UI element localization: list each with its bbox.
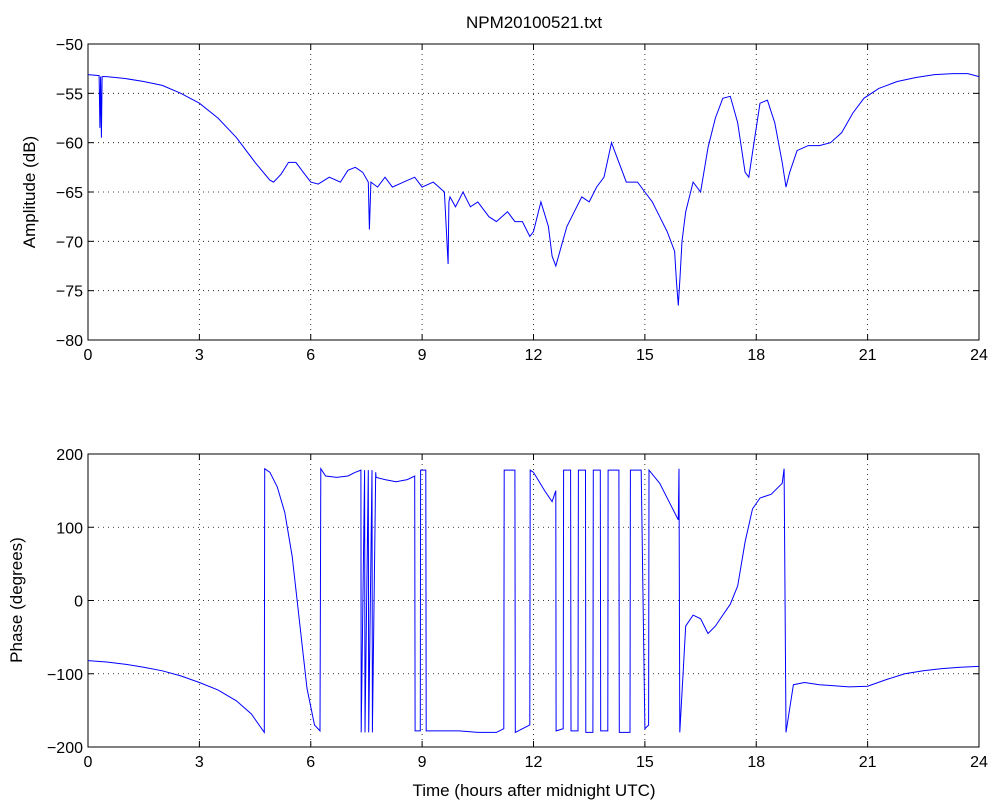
phase-y-tick-label: −200	[47, 740, 83, 757]
phase-y-tick-label: −100	[47, 667, 83, 684]
phase-axes: 0 3 6 9 12 15 18 21 24 −200 −100 0 100 200 Phase (de…	[7, 447, 988, 800]
amplitude-ticks	[87, 43, 980, 341]
phase-x-tick-label: 0	[84, 754, 93, 771]
phase-x-axis-label: Time (hours after midnight UTC)	[412, 781, 655, 800]
amplitude-x-tick-label: 12	[525, 347, 543, 364]
amplitude-x-tick-label: 6	[306, 347, 315, 364]
amplitude-y-tick-label: −70	[56, 234, 83, 251]
phase-y-axis-label: Phase (degrees)	[7, 537, 26, 663]
phase-x-tick-label: 24	[970, 754, 988, 771]
phase-x-tick-label: 6	[306, 754, 315, 771]
phase-y-tick-label: 100	[56, 520, 83, 537]
phase-x-tick-label: 12	[525, 754, 543, 771]
phase-x-tick-label: 9	[418, 754, 427, 771]
phase-x-tick-labels: 0 3 6 9 12 15 18 21 24	[84, 754, 988, 771]
phase-x-tick-label: 3	[195, 754, 204, 771]
amplitude-y-axis-label: Amplitude (dB)	[20, 136, 39, 248]
amplitude-y-tick-label: −65	[56, 185, 83, 202]
amplitude-y-tick-label: −55	[56, 86, 83, 103]
phase-y-tick-label: 200	[56, 447, 83, 464]
amplitude-y-tick-label: −75	[56, 284, 83, 301]
amplitude-x-tick-label: 18	[747, 347, 765, 364]
phase-series-line	[87, 467, 980, 734]
amplitude-grid	[88, 44, 979, 340]
phase-y-tick-label: 0	[74, 594, 83, 611]
amplitude-y-tick-label: −80	[56, 333, 83, 350]
phase-x-tick-label: 21	[859, 754, 877, 771]
phase-x-tick-label: 15	[636, 754, 654, 771]
amplitude-series-line	[87, 73, 980, 306]
amplitude-y-tick-labels: −80 −75 −70 −65 −60 −55 −50	[56, 37, 83, 350]
phase-x-tick-label: 18	[747, 754, 765, 771]
amplitude-y-tick-label: −60	[56, 136, 83, 153]
amplitude-y-tick-label: −50	[56, 37, 83, 54]
amplitude-x-tick-label: 3	[195, 347, 204, 364]
phase-grid	[88, 454, 979, 747]
amplitude-x-tick-label: 21	[859, 347, 877, 364]
amplitude-x-tick-label: 15	[636, 347, 654, 364]
amplitude-axes: 0 3 6 9 12 15 18 21 24 −80 −75 −70 −65 −60 −55 −50 Amp…	[20, 37, 988, 364]
phase-ticks	[87, 453, 980, 748]
amplitude-x-tick-labels: 0 3 6 9 12 15 18 21 24	[84, 347, 988, 364]
amplitude-x-tick-label: 24	[970, 347, 988, 364]
figure-title: NPM20100521.txt	[466, 13, 602, 32]
amplitude-x-tick-label: 9	[418, 347, 427, 364]
amplitude-x-tick-label: 0	[84, 347, 93, 364]
phase-y-tick-labels: −200 −100 0 100 200	[47, 447, 83, 757]
